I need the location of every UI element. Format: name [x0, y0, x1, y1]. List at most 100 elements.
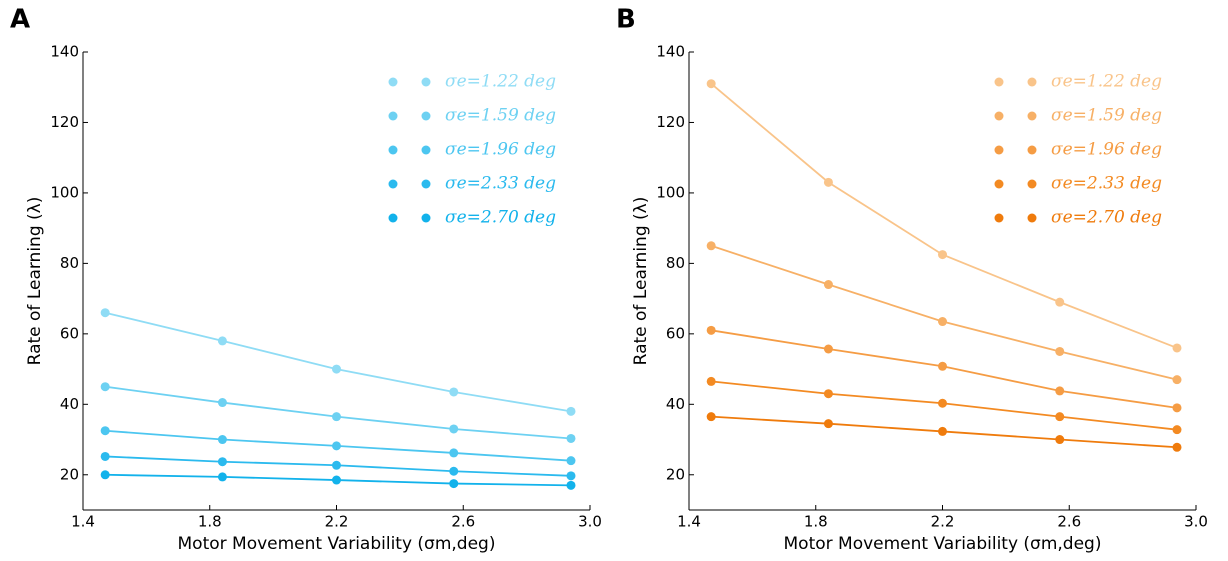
legend-marker [994, 145, 1004, 155]
data-point [449, 466, 459, 476]
legend-label: σe=1.96 deg [1051, 140, 1162, 160]
data-point [706, 376, 716, 386]
data-point [823, 280, 833, 290]
y-axis-label: Rate of Learning (λ) [631, 197, 651, 366]
data-point [566, 480, 576, 490]
x-tick-label: 2.2 [931, 513, 955, 531]
legend-marker [1027, 179, 1037, 189]
legend-label: σe=1.59 deg [1051, 106, 1162, 126]
data-point [706, 325, 716, 335]
y-tick-label: 20 [666, 465, 685, 483]
y-tick-label: 60 [666, 324, 685, 342]
data-point [566, 456, 576, 466]
data-point [332, 441, 341, 451]
y-tick-label: 80 [60, 254, 79, 272]
legend-marker [1027, 213, 1037, 223]
data-point [566, 406, 576, 416]
data-point [1172, 375, 1182, 385]
legend-marker [421, 77, 431, 87]
y-tick-label: 60 [60, 324, 79, 342]
data-point [566, 471, 576, 481]
legend-marker [388, 145, 398, 155]
y-tick-label: 40 [60, 395, 79, 413]
legend-marker [421, 213, 431, 223]
data-point [449, 479, 459, 489]
x-tick-label: 1.8 [198, 513, 222, 531]
data-point [1055, 435, 1065, 445]
data-point [938, 361, 947, 371]
legend-marker [1027, 145, 1037, 155]
legend-marker [994, 213, 1004, 223]
legend-marker [421, 111, 431, 121]
data-point [217, 398, 227, 408]
data-point [1172, 343, 1182, 353]
legend-marker [1027, 111, 1037, 121]
data-point [449, 387, 459, 397]
x-tick-label: 3.0 [1184, 513, 1208, 531]
data-point [706, 412, 716, 422]
x-tick-label: 2.6 [1057, 513, 1081, 531]
x-axis-label: Motor Movement Variability (σm,deg) [178, 534, 496, 554]
data-point [938, 398, 947, 408]
legend-label: σe=1.96 deg [445, 140, 556, 160]
y-tick-label: 40 [666, 395, 685, 413]
data-point [100, 308, 110, 318]
data-point [1172, 403, 1182, 413]
x-axis-label: Motor Movement Variability (σm,deg) [784, 534, 1102, 554]
data-point [1055, 386, 1065, 396]
x-tick-label: 1.4 [71, 513, 95, 531]
y-tick-label: 100 [50, 183, 79, 201]
data-point [1172, 425, 1182, 435]
data-point [823, 389, 833, 399]
legend-marker [388, 77, 398, 87]
series-line [710, 244, 1178, 381]
data-point [823, 177, 833, 187]
y-tick-label: 140 [50, 43, 79, 61]
data-point [706, 79, 716, 89]
data-point [1055, 346, 1065, 356]
legend-label: σe=2.70 deg [1051, 208, 1162, 228]
x-tick-label: 1.8 [804, 513, 828, 531]
data-point [217, 472, 227, 482]
data-point [217, 336, 227, 346]
panel-label: B [616, 5, 636, 35]
data-point [332, 475, 341, 485]
legend-marker [994, 111, 1004, 121]
y-tick-label: 120 [656, 113, 685, 131]
x-tick-label: 3.0 [578, 513, 602, 531]
data-point [566, 433, 576, 443]
y-tick-label: 80 [666, 254, 685, 272]
legend-label: σe=1.59 deg [445, 106, 556, 126]
legend-label: σe=2.70 deg [445, 208, 556, 228]
x-tick-label: 1.4 [677, 513, 701, 531]
data-point [823, 344, 833, 354]
y-tick-label: 20 [60, 465, 79, 483]
legend-marker [1027, 77, 1037, 87]
data-point [823, 419, 833, 429]
data-point [332, 364, 341, 374]
data-point [938, 250, 947, 260]
data-point [938, 317, 947, 327]
legend-marker [994, 179, 1004, 189]
legend-marker [388, 111, 398, 121]
data-point [1172, 442, 1182, 452]
data-point [938, 426, 947, 436]
y-tick-label: 140 [656, 43, 685, 61]
data-point [332, 412, 341, 422]
data-point [100, 451, 110, 461]
data-point [1055, 412, 1065, 422]
data-point [449, 424, 459, 434]
legend-marker [421, 145, 431, 155]
data-point [100, 382, 110, 392]
x-tick-label: 2.2 [325, 513, 349, 531]
legend-marker [388, 179, 398, 189]
legend-marker [994, 77, 1004, 87]
legend-marker [388, 213, 398, 223]
data-point [100, 470, 110, 480]
data-point [100, 426, 110, 436]
data-point [217, 457, 227, 467]
data-point [217, 435, 227, 445]
legend-label: σe=2.33 deg [1051, 174, 1162, 194]
